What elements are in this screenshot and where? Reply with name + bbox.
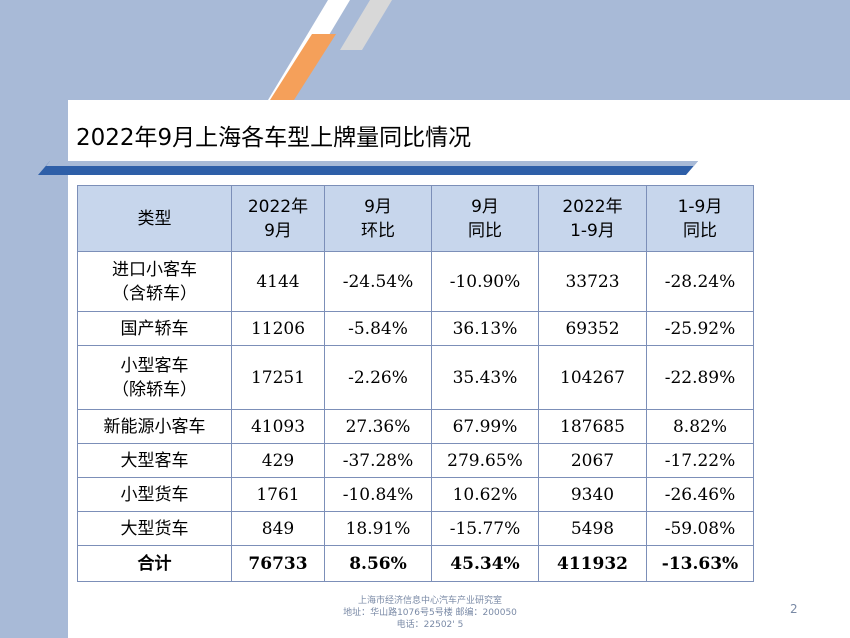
cell-yoy: 67.99% [431,409,539,444]
cell-ytd-yoy: -25.92% [646,311,754,346]
cell-mom: -2.26% [324,345,432,410]
cell-ytd-yoy: 8.82% [646,409,754,444]
left-decor-band [0,0,68,638]
cell-mom: 18.91% [324,511,432,546]
header-cell: 类型 [77,185,232,252]
cell-ytd-yoy: -22.89% [646,345,754,410]
cell-yoy: 35.43% [431,345,539,410]
cell-sep2022: 429 [231,443,325,478]
cell-yoy: -15.77% [431,511,539,546]
cell-yoy: 45.34% [431,545,539,582]
row-label: 大型客车 [77,443,232,478]
page-number: 2 [790,602,798,616]
cell-ytd: 411932 [538,545,647,582]
cell-mom: -37.28% [324,443,432,478]
cell-ytd: 69352 [538,311,647,346]
cell-mom: -24.54% [324,251,432,312]
header-cell: 1-9月 同比 [646,185,754,252]
table-total-row: 合计 76733 8.56% 45.34% 411932 -13.63% [77,545,754,582]
table-row: 大型货车 849 18.91% -15.77% 5498 -59.08% [77,511,754,546]
cell-yoy: 10.62% [431,477,539,512]
table-row: 大型客车 429 -37.28% 279.65% 2067 -17.22% [77,443,754,478]
cell-ytd-yoy: -17.22% [646,443,754,478]
row-label: 进口小客车 （含轿车） [77,251,232,312]
cell-ytd: 9340 [538,477,647,512]
cell-ytd: 5498 [538,511,647,546]
table-row: 进口小客车 （含轿车） 4144 -24.54% -10.90% 33723 -… [77,251,754,312]
cell-ytd: 2067 [538,443,647,478]
cell-yoy: 279.65% [431,443,539,478]
cell-sep2022: 4144 [231,251,325,312]
footer-org: 上海市经济信息中心汽车产业研究室 [357,596,502,606]
cell-ytd: 187685 [538,409,647,444]
cell-yoy: -10.90% [431,251,539,312]
orange-stripe [270,34,336,100]
table-header-row: 类型 2022年 9月 9月 环比 9月 同比 2022年 1-9月 1-9月 … [77,185,754,252]
diagonal-stripes-decor [268,0,392,100]
cell-ytd-yoy: -59.08% [646,511,754,546]
cell-ytd-yoy: -26.46% [646,477,754,512]
page-title: 2022年9月上海各车型上牌量同比情况 [76,125,472,151]
title-underline [38,161,698,175]
cell-sep2022: 17251 [231,345,325,410]
table-row: 国产轿车 11206 -5.84% 36.13% 69352 -25.92% [77,311,754,346]
cell-sep2022: 11206 [231,311,325,346]
cell-ytd: 104267 [538,345,647,410]
cell-yoy: 36.13% [431,311,539,346]
top-decor-band [0,0,850,100]
header-cell: 2022年 9月 [231,185,325,252]
cell-sep2022: 41093 [231,409,325,444]
cell-mom: -5.84% [324,311,432,346]
cell-mom: 27.36% [324,409,432,444]
cell-sep2022: 1761 [231,477,325,512]
row-label: 合计 [77,545,232,582]
row-label: 国产轿车 [77,311,232,346]
table-row: 小型货车 1761 -10.84% 10.62% 9340 -26.46% [77,477,754,512]
header-cell: 9月 环比 [324,185,432,252]
registration-table: 类型 2022年 9月 9月 环比 9月 同比 2022年 1-9月 1-9月 … [77,185,754,582]
row-label: 小型货车 [77,477,232,512]
row-label: 小型客车 （除轿车） [77,345,232,410]
footer-address: 地址：华山路1076号5号楼 邮编：200050 [343,608,517,618]
footer: 上海市经济信息中心汽车产业研究室 地址：华山路1076号5号楼 邮编：20005… [300,595,560,631]
header-cell: 2022年 1-9月 [538,185,647,252]
row-label: 新能源小客车 [77,409,232,444]
cell-ytd-yoy: -13.63% [646,545,754,582]
cell-mom: -10.84% [324,477,432,512]
cell-sep2022: 76733 [231,545,325,582]
table-row: 新能源小客车 41093 27.36% 67.99% 187685 8.82% [77,409,754,444]
row-label: 大型货车 [77,511,232,546]
cell-mom: 8.56% [324,545,432,582]
table-row: 小型客车 （除轿车） 17251 -2.26% 35.43% 104267 -2… [77,345,754,410]
cell-ytd: 33723 [538,251,647,312]
cell-sep2022: 849 [231,511,325,546]
footer-phone: 电话：22502' 5 [396,620,464,630]
header-cell: 9月 同比 [431,185,539,252]
gray-stripe [340,0,392,50]
cell-ytd-yoy: -28.24% [646,251,754,312]
